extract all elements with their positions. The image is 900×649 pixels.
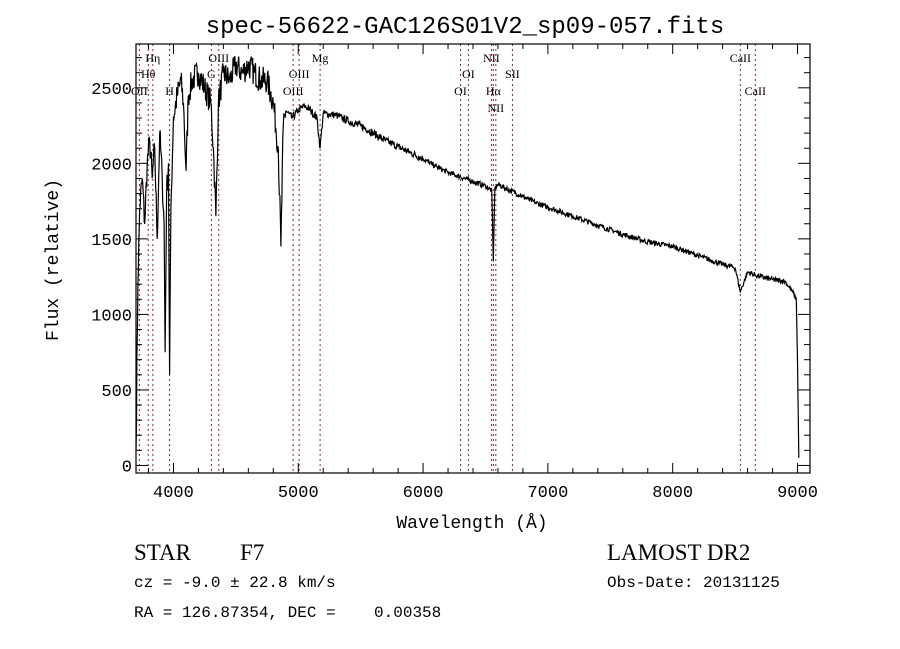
- spectrum-series: [135, 55, 800, 458]
- spectrum-line: [135, 55, 800, 458]
- chart-title: spec-56622-GAC126S01V2_sp09-057.fits: [206, 14, 724, 41]
- spectral-line-label: NII: [483, 51, 500, 65]
- redshift-cz: cz = -9.0 ± 22.8 km/s: [134, 574, 336, 592]
- y-axis-label: Flux (relative): [44, 179, 64, 341]
- spectral-line-label: Mg: [312, 51, 329, 65]
- y-tick-label: 500: [101, 383, 132, 402]
- spectral-line-label: OII: [131, 84, 148, 98]
- x-tick-label: 4000: [153, 484, 194, 503]
- spectral-line-label: OIII: [289, 67, 310, 81]
- object-class: STAR: [134, 540, 191, 565]
- x-tick-label: 5000: [278, 484, 319, 503]
- object-subclass: F7: [240, 540, 265, 565]
- spectral-line-label: SII: [505, 67, 520, 81]
- x-axis-label: Wavelength (Å): [396, 513, 547, 534]
- x-tick-label: 7000: [527, 484, 568, 503]
- spectral-line-label: NII: [488, 101, 505, 115]
- x-tick-label: 8000: [652, 484, 693, 503]
- spectral-line-label: CaII: [730, 51, 751, 65]
- spectral-line-label: CaII: [745, 84, 766, 98]
- y-tick-label: 2500: [91, 81, 132, 100]
- spectral-line-markers: OIIHθHηHGOIIIOIIIOIIIMgOIOINIIHαNIISIICa…: [131, 44, 766, 473]
- y-tick-label: 2000: [91, 156, 132, 175]
- spectral-line-label: OI: [454, 84, 467, 98]
- spectral-line-label: OIII: [283, 84, 304, 98]
- spectral-line-label: OIII: [208, 51, 229, 65]
- spectral-line-label: Hα: [486, 84, 502, 98]
- obs-date: Obs-Date: 20131125: [607, 574, 780, 592]
- survey-name: LAMOST DR2: [607, 540, 751, 565]
- x-tick-label: 9000: [777, 484, 818, 503]
- spectral-line-label: H: [165, 84, 174, 98]
- y-tick-label: 0: [122, 458, 132, 477]
- y-tick-label: 1500: [91, 232, 132, 251]
- x-tick-label: 6000: [403, 484, 444, 503]
- axes: 4000 5000 6000 7000 8000 9000 0 500 1000 1500 2000…: [91, 43, 818, 503]
- spectral-line-label: G: [207, 67, 216, 81]
- spectral-line-label: Hθ: [141, 67, 156, 81]
- ra-dec: RA = 126.87354, DEC = 0.00358: [134, 604, 442, 622]
- spectral-line-label: OI: [462, 67, 475, 81]
- y-tick-label: 1000: [91, 307, 132, 326]
- spectral-line-label: Hη: [145, 51, 160, 65]
